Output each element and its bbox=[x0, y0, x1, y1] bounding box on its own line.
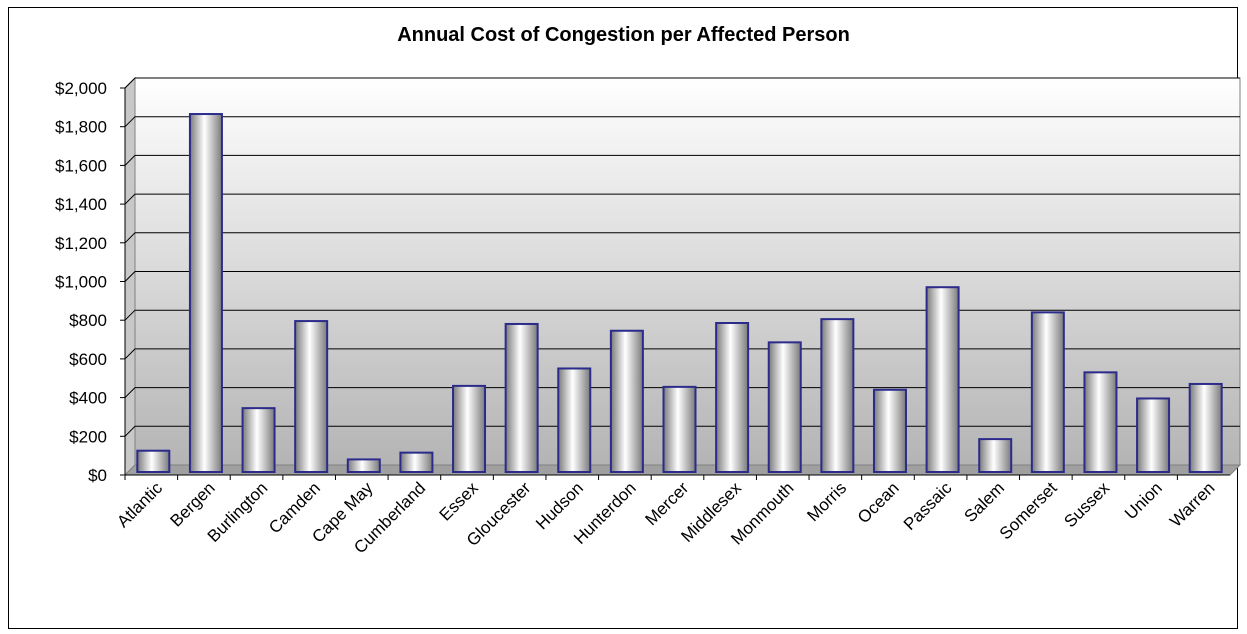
bar-sussex bbox=[1083, 371, 1118, 473]
gridline bbox=[124, 193, 1240, 205]
y-tick-label: $800 bbox=[69, 311, 107, 330]
bar-atlantic bbox=[136, 449, 171, 473]
bar-warren bbox=[1188, 382, 1223, 473]
bar-union bbox=[1136, 397, 1171, 473]
y-tick-label: $600 bbox=[69, 350, 107, 369]
gridline bbox=[124, 387, 1240, 398]
x-tick-label: Union bbox=[1121, 478, 1166, 523]
bar-camden bbox=[294, 320, 329, 473]
chart-title: Annual Cost of Congestion per Affected P… bbox=[397, 24, 850, 46]
gridline bbox=[124, 348, 1240, 360]
x-tick-label: Mercer bbox=[641, 478, 692, 529]
bar-somerset bbox=[1030, 311, 1065, 473]
x-tick-label: Atlantic bbox=[113, 478, 166, 531]
y-tick-label: $1,800 bbox=[55, 118, 107, 137]
y-tick-label: $1,400 bbox=[55, 195, 107, 214]
y-tick-label: $1,000 bbox=[55, 273, 107, 292]
y-tick-label: $1,600 bbox=[55, 156, 107, 175]
bar-cape-may bbox=[346, 458, 381, 473]
gridline bbox=[124, 425, 1240, 437]
x-tick-label: Passaic bbox=[900, 478, 956, 534]
gridline bbox=[124, 309, 1240, 321]
bar-cumberland bbox=[399, 451, 434, 473]
bar-burlington bbox=[241, 407, 276, 473]
bar-middlesex bbox=[715, 322, 750, 473]
y-tick-label: $400 bbox=[69, 389, 107, 408]
bar-morris bbox=[820, 318, 855, 474]
bar-monmouth bbox=[767, 341, 802, 474]
x-tick-label: Sussex bbox=[1060, 478, 1113, 531]
gridline bbox=[124, 232, 1240, 244]
gridline bbox=[124, 116, 1240, 128]
x-tick-label: Bergen bbox=[167, 478, 219, 530]
x-tick-label: Salem bbox=[961, 478, 1009, 526]
bar-passaic bbox=[925, 286, 960, 473]
bar-hudson bbox=[557, 367, 592, 474]
x-tick-label: Essex bbox=[436, 478, 483, 525]
bar-salem bbox=[978, 438, 1013, 474]
bar-ocean bbox=[872, 388, 907, 474]
x-tick-label: Somerset bbox=[996, 478, 1061, 543]
y-tick-label: $1,200 bbox=[55, 234, 107, 253]
bar-hunterdon bbox=[609, 329, 644, 473]
gridline bbox=[124, 77, 1240, 89]
y-tick-label: $2,000 bbox=[55, 79, 107, 98]
bar-gloucester bbox=[504, 322, 539, 473]
y-tick-label: $0 bbox=[88, 466, 107, 485]
bar-mercer bbox=[662, 385, 697, 473]
bar-essex bbox=[452, 384, 487, 473]
x-tick-label: Ocean bbox=[854, 478, 903, 527]
gridline bbox=[124, 271, 1240, 282]
y-tick-label: $200 bbox=[69, 427, 107, 446]
x-tick-label: Morris bbox=[803, 478, 850, 525]
gridline bbox=[124, 154, 1240, 166]
bar-bergen bbox=[188, 113, 223, 474]
x-tick-label: Warren bbox=[1166, 478, 1218, 530]
